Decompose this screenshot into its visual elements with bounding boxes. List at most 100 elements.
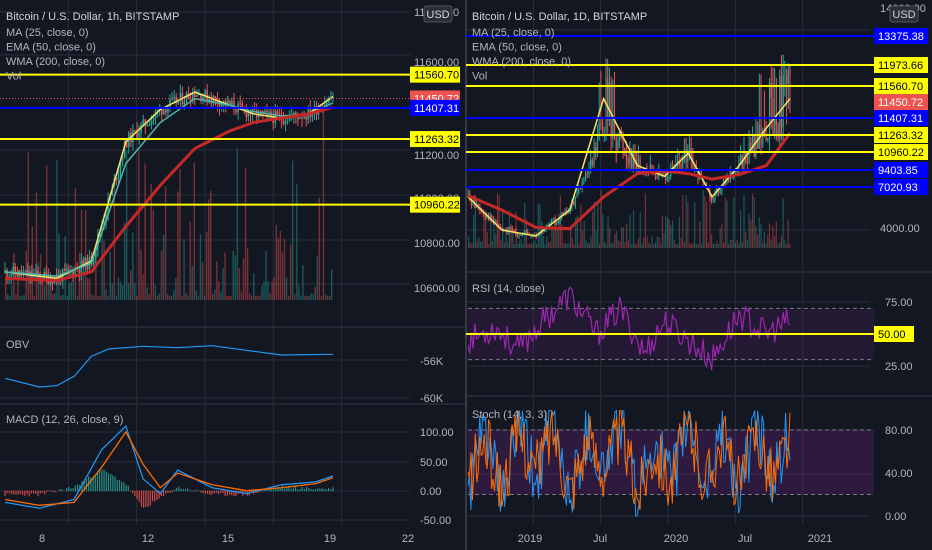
right-volume-bar [660,243,662,248]
macd-histogram-bar [105,471,107,492]
right-volume-bar [668,219,670,248]
rsi-level-tag [874,326,914,342]
macd-histogram-bar [125,484,127,492]
left-candle-body [152,116,155,120]
obv-axis-label: -60K [420,393,444,405]
macd-histogram-bar [310,488,312,492]
left-volume-bar [52,294,54,300]
macd-histogram-bar [151,490,154,502]
macd-histogram-bar [41,490,44,493]
left-volume-bar [171,295,173,300]
right-volume-bar [568,243,570,248]
left-volume-bar [294,294,296,300]
macd-histogram-bar [305,486,308,492]
macd-histogram-bar [275,489,277,492]
left-candle-body [78,269,81,274]
right-volume-bar [605,243,607,248]
macd-histogram-bar [8,490,11,494]
macd-histogram-bar [145,490,147,507]
right-volume-bar [704,196,706,248]
left-candle-body [214,96,217,99]
right-indicator-label: MA (25, close, 0) [472,27,555,39]
left-level-tag-label: 11407.31 [414,103,459,115]
right-volume-bar [755,226,757,248]
right-indicator-label: EMA (50, close, 0) [472,42,562,54]
macd-histogram-bar [290,488,292,492]
macd-histogram-bar [154,490,156,502]
right-candle-body [576,192,578,198]
right-candle-body [762,130,764,145]
right-volume-bar [502,208,504,248]
left-volume-bar [214,289,216,300]
right-volume-bar [558,213,560,248]
macd-histogram-bar [259,490,261,492]
left-volume-bar [210,190,212,300]
left-candle-body [332,97,334,99]
macd-histogram-bar [200,490,202,493]
macd-series-line [4,430,334,506]
left-indicator-label: EMA (50, close, 0) [6,42,96,54]
right-candle-body [598,123,600,139]
right-volume-bar [780,235,782,248]
macd-histogram-bar [24,490,26,497]
right-candle-body [775,119,777,126]
left-candle-body [115,178,118,180]
right-candle-body [615,137,617,150]
macd-histogram-bar [189,490,191,492]
stoch-axis-label: 40.00 [885,468,913,480]
right-volume-bar [729,239,731,248]
left-volume-bar [273,277,275,300]
left-candle-body [72,270,74,276]
left-volume-bar [117,277,120,300]
right-volume-bar [527,243,529,248]
left-indicator-label: Vol [6,71,21,83]
right-volume-bar [595,231,597,248]
right-candle-body [767,138,769,141]
left-volume-bar [128,283,130,300]
right-candle-body [593,147,595,166]
right-volume-bar [779,242,781,248]
right-volume-bar [719,227,721,248]
right-candle-body [765,133,767,141]
macd-histogram-bar [92,476,94,492]
right-time-axis-label: 2019 [518,533,542,545]
right-candle-body [789,69,791,77]
left-indicator-label: MA (25, close, 0) [6,27,89,39]
right-volume-bar [617,240,619,248]
right-volume-bar [743,194,745,248]
left-volume-bar [93,295,95,300]
left-volume-bar [103,240,105,300]
left-candle-body [257,110,260,118]
right-volume-bar [750,220,752,248]
right-volume-bar [468,236,470,248]
left-candle-body [264,110,266,113]
left-volume-bar [107,295,109,300]
left-volume-bar [179,169,181,300]
right-candle-body [525,231,527,233]
left-level-tag [410,99,460,116]
right-volume-bar [474,205,476,248]
right-volume-bar [547,242,550,248]
left-candle-body [45,271,48,275]
right-candle-body [544,229,546,232]
left-volume-bar [271,281,273,300]
left-candle-body [146,125,149,127]
left-volume-bar [228,296,230,300]
left-volume-bar [72,280,75,300]
left-candle-body [311,113,314,117]
right-candle-body [547,224,549,226]
left-volume-bar [189,221,191,300]
macd-histogram-bar [176,487,178,492]
right-level-tag [874,144,928,160]
left-candle-body [125,140,128,148]
macd-histogram-bar [70,488,72,492]
right-candle-body [659,171,662,175]
left-volume-bar [101,235,103,300]
macd-histogram-bar [220,490,222,494]
macd-histogram-bar [184,489,187,492]
macd-histogram-bar [257,490,259,493]
right-volume-bar [699,221,701,248]
right-candle-body [787,69,789,84]
left-volume-bar [259,295,261,300]
left-candle-body [226,100,229,106]
